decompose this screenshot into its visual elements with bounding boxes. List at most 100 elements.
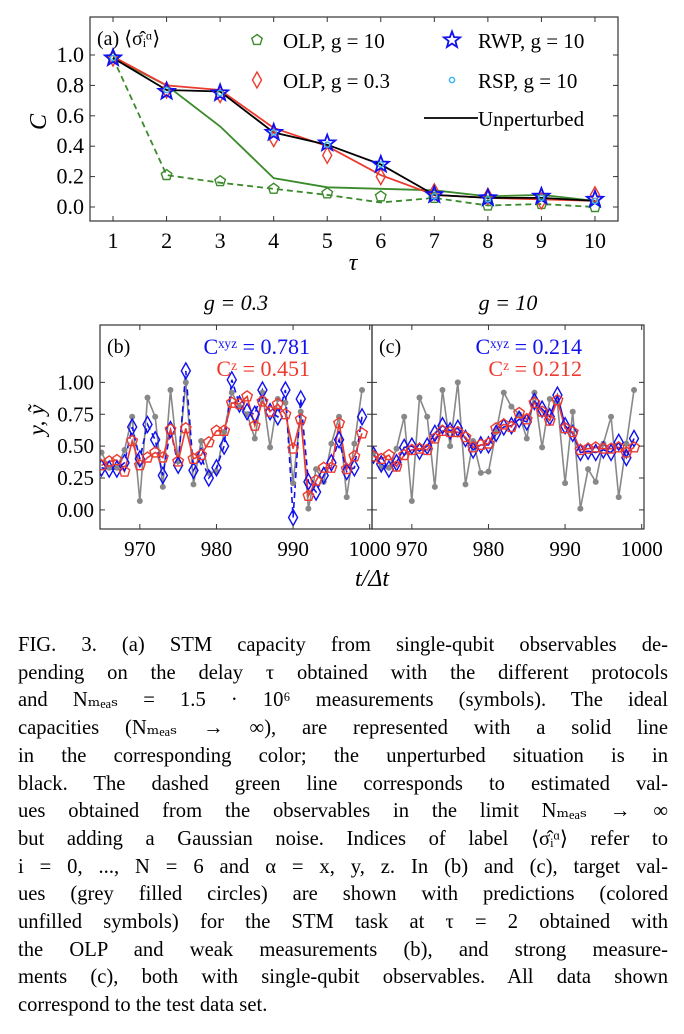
data-point-diamond: [157, 466, 169, 485]
data-point-circle: [591, 197, 599, 205]
data-point-filled-circle: [608, 413, 615, 420]
data-point-pentagon: [321, 186, 334, 199]
data-point-diamond: [521, 412, 533, 432]
data-point-pentagon: [528, 396, 541, 408]
caption-line: ues obtained from the observables in the…: [18, 800, 668, 823]
data-point-diamond: [536, 399, 548, 419]
data-point-pentagon: [604, 442, 618, 454]
figure-caption: FIG. 3. (a) STM capacity from single-qub…: [18, 632, 668, 1020]
data-point-filled-circle: [439, 387, 446, 394]
data-point-pentagon: [390, 460, 403, 472]
x-tick-label: 4: [268, 228, 279, 253]
legend-label: OLP, g = 0.3: [283, 69, 390, 93]
data-point-diamond: [326, 453, 337, 473]
capacity-annotation: Cˣʸᶻ = 0.781: [204, 334, 311, 359]
caption-line: correspond to the test data set.: [18, 994, 268, 1017]
data-point-pentagon: [126, 434, 139, 447]
data-point-pentagon: [214, 174, 227, 187]
data-point-pentagon: [627, 441, 641, 453]
panel-label: (b): [107, 336, 130, 358]
data-point-circle: [484, 196, 492, 203]
data-point-pentagon: [551, 393, 564, 406]
data-point-pentagon: [559, 421, 572, 434]
data-point-filled-circle: [282, 399, 289, 406]
data-point-filled-circle: [152, 413, 159, 420]
data-point-pentagon: [267, 182, 280, 194]
data-point-pentagon: [574, 443, 587, 456]
legend-item: RSP, g = 10: [448, 69, 577, 93]
legend-circle-icon: [448, 76, 456, 84]
data-point-diamond: [310, 482, 322, 502]
data-point-diamond: [268, 129, 279, 149]
data-point-filled-circle: [546, 395, 553, 402]
data-point-filled-circle: [585, 466, 592, 473]
data-point-filled-circle: [228, 389, 235, 396]
data-point-filled-circle: [539, 444, 546, 451]
data-point-filled-circle: [623, 440, 630, 447]
data-point-pentagon: [271, 397, 284, 410]
data-point-pentagon: [372, 449, 380, 462]
y-tick-label: 0.75: [57, 402, 94, 426]
legend-item: Unperturbed: [424, 107, 585, 131]
series-layer: [102, 46, 606, 213]
legend-diamond-icon: [251, 70, 263, 90]
data-point-filled-circle: [385, 464, 392, 471]
legend-label: OLP, g = 10: [283, 29, 385, 53]
y-axis-label: y, ỹ: [24, 404, 49, 437]
data-point-filled-circle: [297, 408, 304, 415]
data-point-diamond: [249, 404, 261, 424]
caption-line: pending on the delay τ obtained with the…: [18, 661, 668, 684]
y-tick-label: 0.25: [57, 466, 94, 490]
data-point-filled-circle: [592, 478, 599, 485]
legend-label: RWP, g = 10: [478, 29, 584, 53]
data-point-diamond: [349, 458, 360, 478]
data-point-diamond: [437, 416, 448, 436]
data-point-pentagon: [490, 421, 503, 434]
y-tick-label: 0.6: [57, 103, 85, 128]
data-point-filled-circle: [100, 449, 105, 456]
data-point-diamond: [172, 455, 184, 475]
data-point-diamond: [142, 415, 153, 434]
data-point-pentagon: [405, 443, 418, 456]
data-point-diamond: [321, 145, 333, 165]
data-point-pentagon: [459, 430, 472, 443]
data-point-pentagon: [355, 427, 369, 439]
data-point-star: [209, 81, 231, 102]
data-point-diamond: [341, 462, 353, 482]
panel-label: (a) ⟨σ̂ᵢᵅ⟩: [97, 28, 160, 50]
x-tick-label: 1: [108, 228, 119, 253]
legend-item: OLP, g = 0.3: [251, 69, 390, 93]
data-point-filled-circle: [159, 483, 166, 490]
data-point-diamond: [375, 167, 387, 187]
data-point-pentagon: [248, 419, 261, 431]
data-point-diamond: [188, 460, 199, 480]
data-point-pentagon: [118, 465, 131, 477]
data-point-diamond: [161, 80, 172, 100]
data-point-filled-circle: [328, 440, 335, 447]
data-point-pentagon: [233, 397, 246, 410]
data-point-pentagon: [103, 455, 116, 467]
data-point-filled-circle: [221, 429, 228, 436]
data-point-filled-circle: [508, 403, 515, 410]
data-point-filled-circle: [577, 505, 584, 512]
data-point-diamond: [559, 416, 571, 436]
data-point-pentagon: [421, 443, 434, 456]
data-point-pentagon: [543, 414, 556, 426]
data-point-filled-circle: [343, 494, 350, 501]
series-line-1: [101, 370, 363, 518]
data-point-star: [370, 153, 392, 174]
data-point-pentagon: [375, 452, 388, 464]
x-tick-label: 990: [277, 537, 309, 561]
data-point-diamond: [100, 458, 107, 478]
data-point-diamond: [211, 458, 222, 478]
series-line-1: [112, 57, 596, 208]
data-point-pentagon: [497, 418, 510, 430]
data-point-circle: [538, 194, 545, 202]
data-point-pentagon: [505, 420, 518, 433]
legend-star-icon: [441, 28, 463, 49]
x-tick-label: 1000: [349, 537, 391, 561]
x-axis-label: τ: [349, 250, 359, 276]
data-point-pentagon: [536, 405, 549, 417]
caption-line: the OLP and weak measurements (b), and s…: [18, 938, 668, 961]
